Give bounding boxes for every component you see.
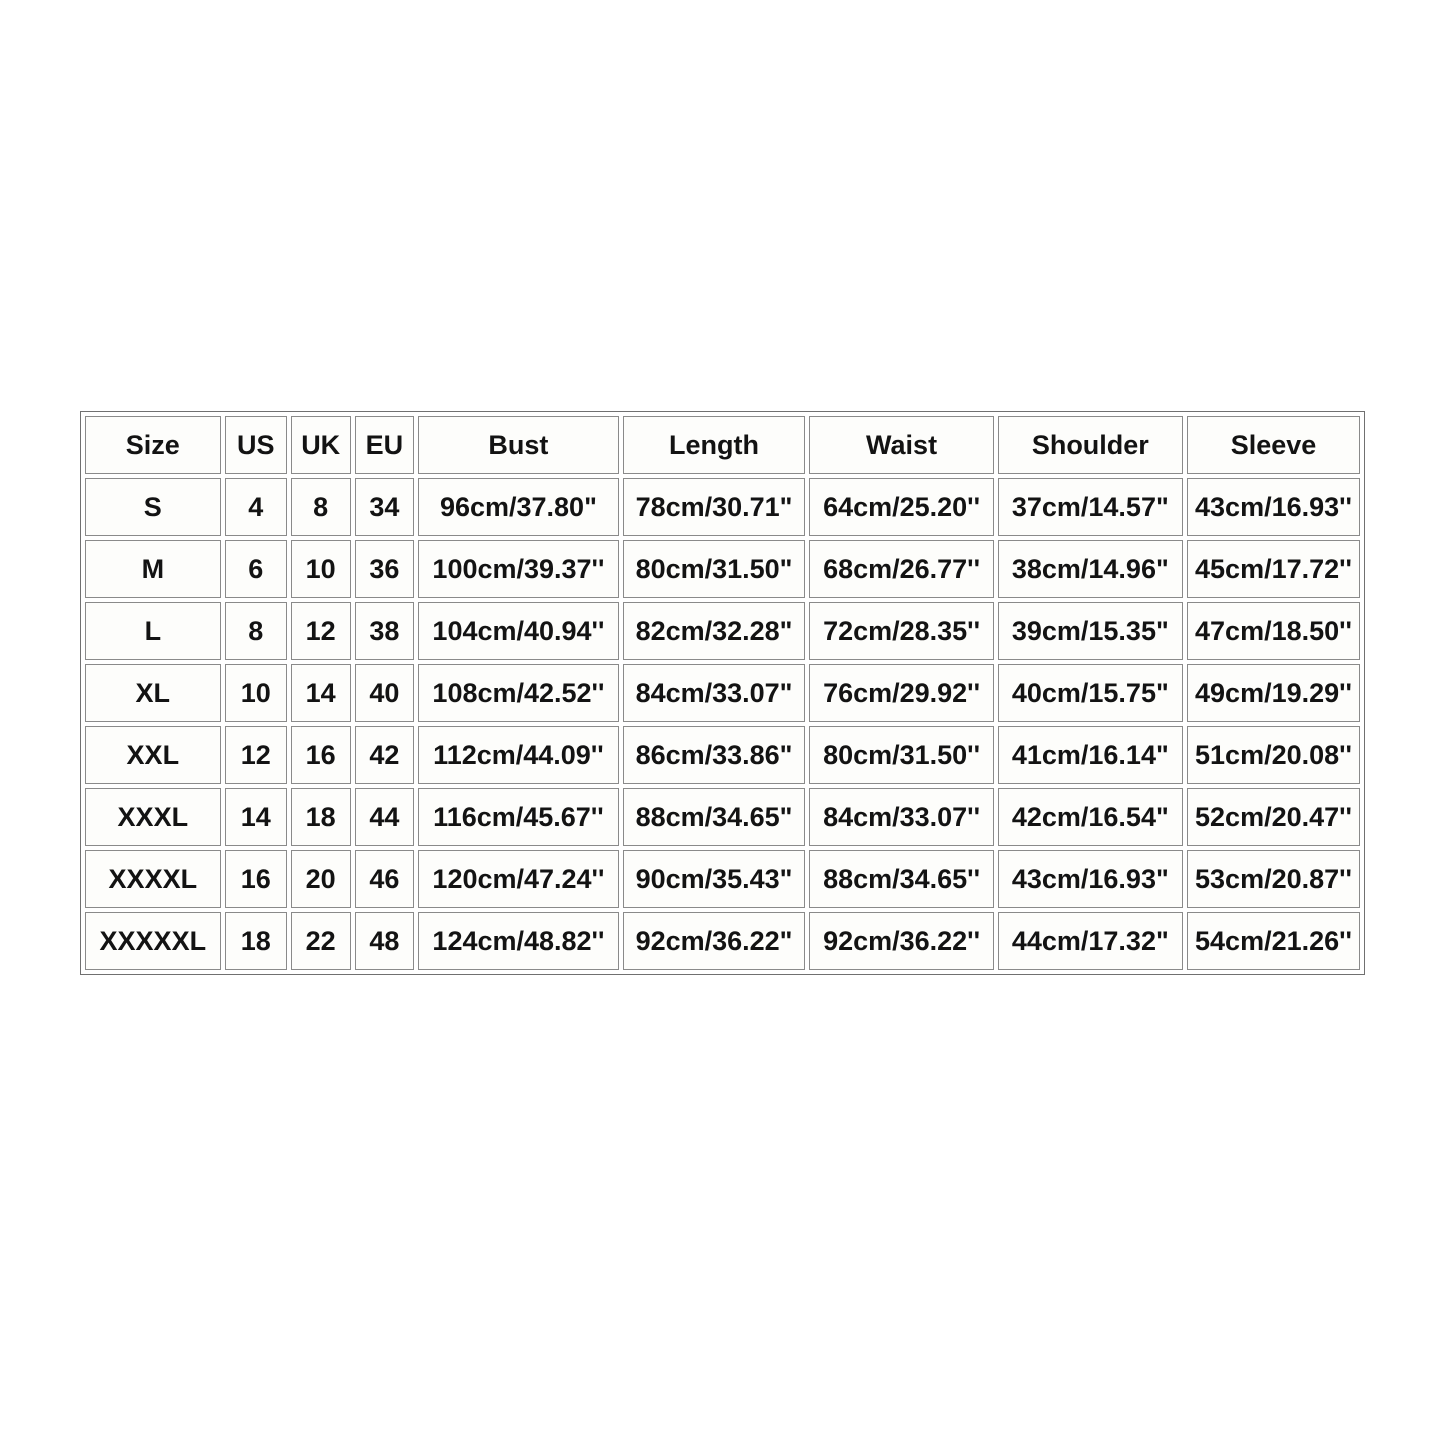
table-cell: 116cm/45.67''	[418, 788, 619, 846]
table-cell: 20	[290, 850, 351, 908]
table-cell: 90cm/35.43"	[622, 850, 806, 908]
table-cell: 18	[224, 912, 287, 970]
table-cell: 10	[224, 664, 287, 722]
header-cell-length: Length	[622, 416, 806, 474]
table-cell: 104cm/40.94''	[418, 602, 619, 660]
table-row-s: S 4 8 34 96cm/37.80" 78cm/30.71" 64cm/25.20'' 3…	[85, 478, 1360, 536]
table-cell: 10	[290, 540, 351, 598]
size-chart-body: S 4 8 34 96cm/37.80" 78cm/30.71" 64cm/25.20'' 3…	[85, 478, 1360, 970]
table-cell: 48	[354, 912, 415, 970]
table-cell: 36	[354, 540, 415, 598]
header-cell-eu: EU	[354, 416, 415, 474]
header-cell-sleeve: Sleeve	[1187, 416, 1360, 474]
size-label-cell: XXL	[85, 726, 221, 784]
header-cell-size: Size	[85, 416, 221, 474]
size-label-cell: XXXXXL	[85, 912, 221, 970]
table-cell: 37cm/14.57"	[997, 478, 1184, 536]
table-cell: 38cm/14.96"	[997, 540, 1184, 598]
table-cell: 14	[290, 664, 351, 722]
table-row-xxxl: XXXL 14 18 44 116cm/45.67'' 88cm/34.65" 84cm/3…	[85, 788, 1360, 846]
size-label-cell: S	[85, 478, 221, 536]
table-cell: 6	[224, 540, 287, 598]
table-cell: 14	[224, 788, 287, 846]
table-cell: 54cm/21.26''	[1187, 912, 1360, 970]
table-cell: 41cm/16.14"	[997, 726, 1184, 784]
table-cell: 51cm/20.08''	[1187, 726, 1360, 784]
table-cell: 43cm/16.93"	[997, 850, 1184, 908]
table-row-l: L 8 12 38 104cm/40.94'' 82cm/32.28" 72cm/28.35…	[85, 602, 1360, 660]
table-cell: 38	[354, 602, 415, 660]
table-row-xxxxl: XXXXL 16 20 46 120cm/47.24'' 90cm/35.43" 88cm/…	[85, 850, 1360, 908]
table-cell: 49cm/19.29''	[1187, 664, 1360, 722]
size-label-cell: XL	[85, 664, 221, 722]
table-cell: 43cm/16.93''	[1187, 478, 1360, 536]
table-row-m: M 6 10 36 100cm/39.37'' 80cm/31.50" 68cm/26.77…	[85, 540, 1360, 598]
table-cell: 12	[290, 602, 351, 660]
table-cell: 40cm/15.75"	[997, 664, 1184, 722]
table-cell: 84cm/33.07''	[809, 788, 994, 846]
table-cell: 34	[354, 478, 415, 536]
table-cell: 8	[224, 602, 287, 660]
header-cell-uk: UK	[290, 416, 351, 474]
table-cell: 42cm/16.54"	[997, 788, 1184, 846]
table-cell: 12	[224, 726, 287, 784]
header-cell-bust: Bust	[418, 416, 619, 474]
table-cell: 68cm/26.77''	[809, 540, 994, 598]
table-cell: 88cm/34.65''	[809, 850, 994, 908]
table-cell: 92cm/36.22"	[622, 912, 806, 970]
table-cell: 76cm/29.92''	[809, 664, 994, 722]
table-row-xxxxxl: XXXXXL 18 22 48 124cm/48.82'' 92cm/36.22" 92cm…	[85, 912, 1360, 970]
size-label-cell: L	[85, 602, 221, 660]
header-cell-waist: Waist	[809, 416, 994, 474]
table-cell: 78cm/30.71"	[622, 478, 806, 536]
table-cell: 92cm/36.22''	[809, 912, 994, 970]
table-cell: 44	[354, 788, 415, 846]
table-cell: 53cm/20.87''	[1187, 850, 1360, 908]
table-cell: 120cm/47.24''	[418, 850, 619, 908]
table-cell: 39cm/15.35"	[997, 602, 1184, 660]
table-cell: 88cm/34.65"	[622, 788, 806, 846]
table-cell: 22	[290, 912, 351, 970]
table-cell: 82cm/32.28"	[622, 602, 806, 660]
table-cell: 45cm/17.72''	[1187, 540, 1360, 598]
size-label-cell: M	[85, 540, 221, 598]
table-cell: 64cm/25.20''	[809, 478, 994, 536]
table-cell: 40	[354, 664, 415, 722]
table-cell: 16	[224, 850, 287, 908]
table-cell: 46	[354, 850, 415, 908]
table-cell: 80cm/31.50"	[622, 540, 806, 598]
table-cell: 100cm/39.37''	[418, 540, 619, 598]
table-cell: 4	[224, 478, 287, 536]
size-label-cell: XXXXL	[85, 850, 221, 908]
table-row-xxl: XXL 12 16 42 112cm/44.09'' 86cm/33.86" 80cm/31…	[85, 726, 1360, 784]
header-cell-us: US	[224, 416, 287, 474]
size-label-cell: XXXL	[85, 788, 221, 846]
table-cell: 124cm/48.82''	[418, 912, 619, 970]
table-cell: 112cm/44.09''	[418, 726, 619, 784]
table-cell: 52cm/20.47''	[1187, 788, 1360, 846]
table-cell: 18	[290, 788, 351, 846]
header-cell-shoulder: Shoulder	[997, 416, 1184, 474]
table-cell: 16	[290, 726, 351, 784]
table-cell: 80cm/31.50''	[809, 726, 994, 784]
table-row-xl: XL 10 14 40 108cm/42.52'' 84cm/33.07" 76cm/29.…	[85, 664, 1360, 722]
table-cell: 8	[290, 478, 351, 536]
table-cell: 96cm/37.80"	[418, 478, 619, 536]
table-cell: 108cm/42.52''	[418, 664, 619, 722]
size-chart-table: Size US UK EU Bust Length Waist Shoulder Sleeve …	[80, 411, 1365, 975]
table-cell: 42	[354, 726, 415, 784]
table-cell: 72cm/28.35''	[809, 602, 994, 660]
table-cell: 86cm/33.86"	[622, 726, 806, 784]
table-cell: 47cm/18.50''	[1187, 602, 1360, 660]
table-cell: 44cm/17.32"	[997, 912, 1184, 970]
header-row: Size US UK EU Bust Length Waist Shoulder Sleeve	[85, 416, 1360, 474]
table-cell: 84cm/33.07"	[622, 664, 806, 722]
